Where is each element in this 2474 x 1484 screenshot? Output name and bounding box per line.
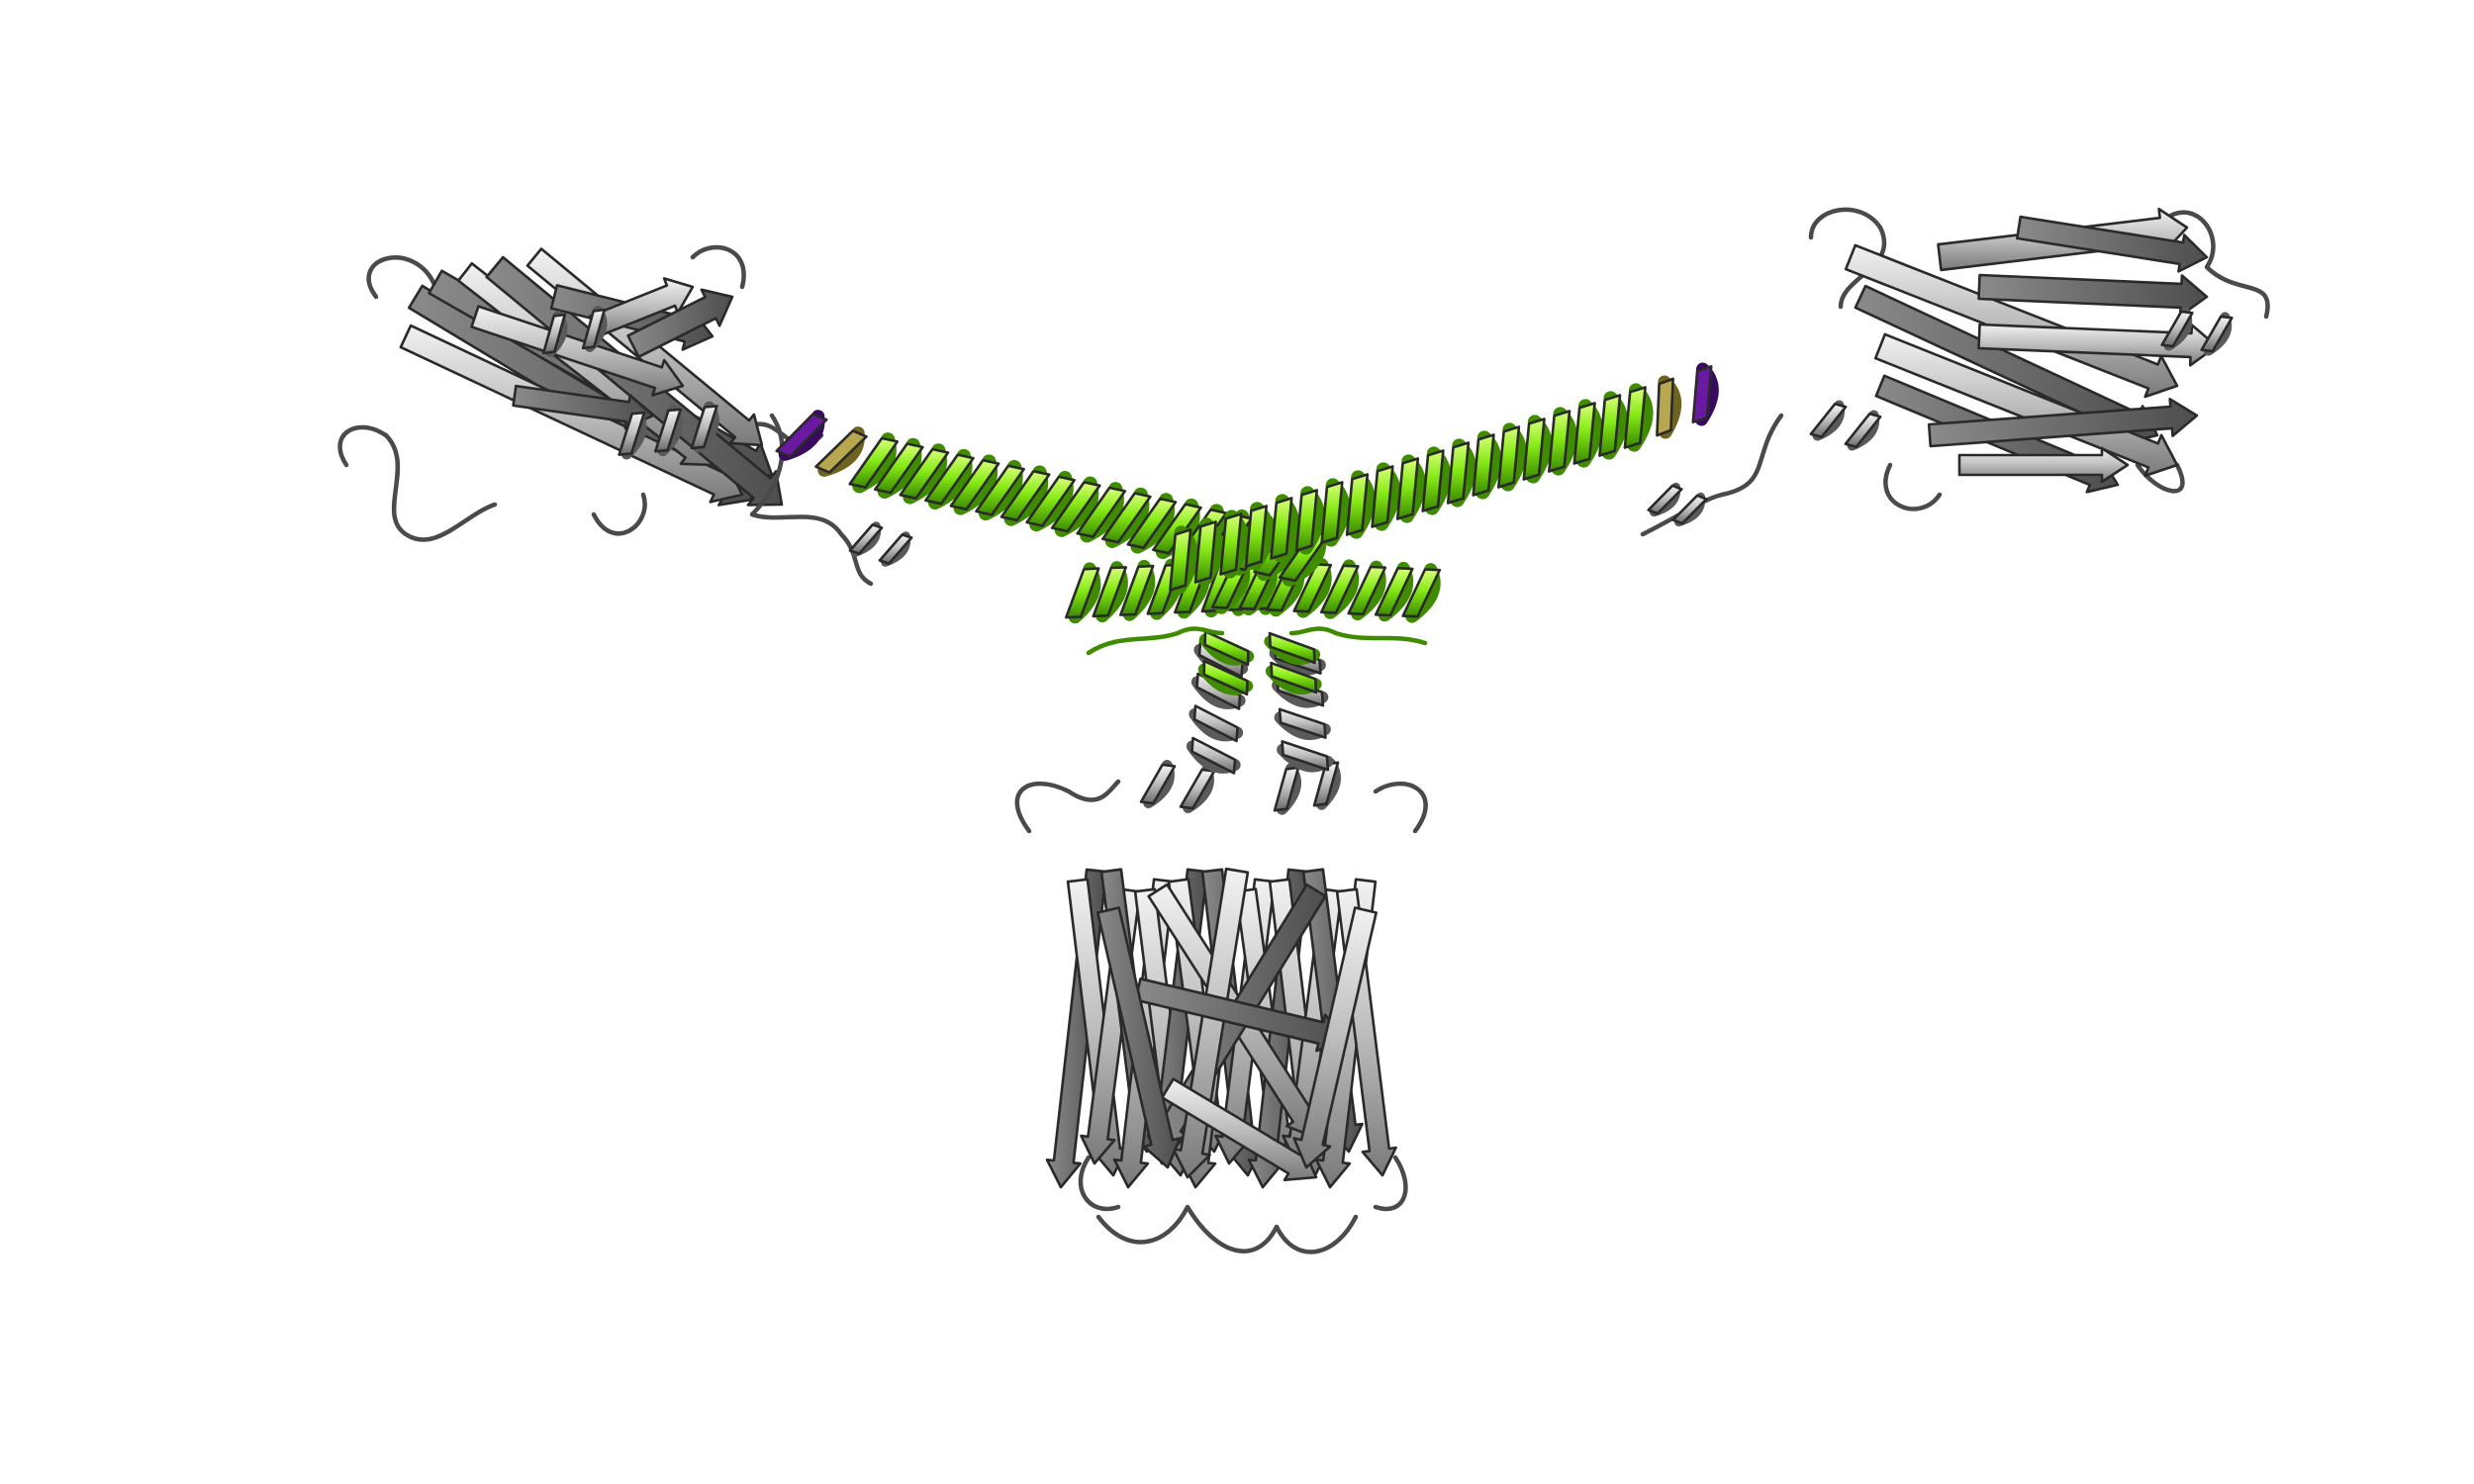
green-connector-helix-turn (1203, 629, 1250, 667)
long-helix-left-turn (1076, 486, 1127, 538)
grey-helix-turn (2160, 310, 2194, 348)
right-beta-barrel-domain (1640, 207, 2270, 537)
long-helix-right-turn (1320, 481, 1344, 544)
lower-helix-turn (1065, 567, 1100, 619)
grey-helix-turn (1671, 494, 1708, 525)
purple-terminus-turn (775, 413, 828, 458)
loop-coil (1373, 781, 1428, 834)
long-helix-left-turn (999, 470, 1051, 522)
long-helix-left-turn (848, 436, 900, 489)
long-helix-left-turn (1050, 481, 1101, 533)
lower-helix-turn (1092, 566, 1127, 618)
purple-terminus-turn (1691, 365, 1713, 423)
beta-strand (1844, 243, 2179, 399)
green-connector-helix-turn (1268, 631, 1316, 665)
long-helix-left-turn (899, 447, 950, 500)
long-helix-right-turn (1371, 465, 1394, 528)
long-helix-right-turn (1472, 433, 1495, 497)
long-helix-left-turn (1101, 492, 1152, 544)
grey-connector-helix-turn (1190, 736, 1237, 775)
beta-strand (2016, 215, 2209, 273)
beta-strand (1977, 323, 2219, 367)
beta-strand (512, 384, 655, 430)
grey-helix-turn (1647, 484, 1683, 515)
loop-coil (1373, 1155, 1408, 1212)
long-helix-right-turn (1294, 489, 1318, 552)
grey-connector-helix-turn (1278, 707, 1327, 739)
lower-helix-turn (1319, 564, 1360, 614)
lower-helix-turn (1374, 567, 1414, 617)
grey-helix-turn (1809, 402, 1848, 439)
long-helix-right-turn (1548, 410, 1571, 473)
grey-connector-helix-turn (1281, 740, 1330, 772)
lower-helix-turn (1347, 565, 1387, 615)
grey-helix-turn (618, 411, 646, 456)
green-connector-helix-turn (1202, 659, 1249, 696)
grey-helix-turn (1139, 763, 1177, 805)
short-connector-helices (1086, 626, 1428, 775)
long-helix-right-turn (1244, 505, 1268, 568)
loop-coil (1014, 779, 1121, 834)
long-helix-right-turn (1270, 497, 1293, 560)
long-helix-right-turn (1219, 512, 1243, 576)
long-helix-right-turn (1395, 457, 1420, 520)
loop-coil (1808, 207, 1887, 310)
long-helix-right-turn (1169, 528, 1192, 592)
loop-coil (1288, 626, 1428, 646)
lower-helix-turn (1119, 564, 1155, 616)
long-helix-right-turn (1345, 473, 1370, 536)
long-helix-left-turn (949, 458, 1000, 511)
loop-coil (2164, 210, 2270, 320)
grey-helix-turn (581, 308, 607, 350)
grey-helix-turn (654, 408, 682, 453)
loop-coil (690, 244, 746, 290)
loop-coil (1086, 626, 1225, 656)
grey-helix-turn (2200, 315, 2234, 353)
beta-strand (1873, 332, 2179, 478)
left-beta-barrel-domain (337, 244, 913, 587)
beta-strand (626, 288, 734, 359)
long-helix-right-turn (1497, 425, 1521, 489)
coiled-coil-helix-right (1169, 362, 1719, 595)
grey-helix-turn (878, 533, 913, 565)
beta-strand (1096, 906, 1182, 1169)
central-pore-barrel (1014, 758, 1428, 1254)
long-helix-left-turn (975, 464, 1025, 516)
long-helix-right-turn (1446, 441, 1471, 505)
loop-coil (1078, 1155, 1121, 1212)
olive-turn-turn (1656, 377, 1674, 437)
loop-coil (1095, 1204, 1359, 1254)
long-helix-right-turn (1572, 402, 1596, 465)
long-helix-left-turn (874, 442, 924, 495)
grey-helix-turn (690, 405, 718, 450)
loop-coil (591, 492, 647, 536)
lower-helix-turn (1401, 568, 1442, 618)
lower-helix-turn (1292, 563, 1333, 613)
beta-strand (1292, 906, 1378, 1169)
beta-strand (1977, 273, 2209, 318)
long-helix-right-turn (1421, 449, 1445, 512)
grey-helix-turn (1312, 761, 1340, 807)
green-connector-helix-turn (1270, 661, 1318, 695)
long-helix-right-turn (1522, 417, 1546, 481)
long-helix-left-turn (924, 453, 975, 506)
loop-coil (749, 413, 874, 587)
beta-strand (1927, 397, 2199, 448)
long-helix-right-turn (1623, 386, 1647, 449)
beta-strand (470, 305, 685, 397)
grey-connector-helix-turn (1192, 704, 1239, 743)
long-helix-right-turn (1598, 394, 1622, 457)
grey-helix-turn (848, 523, 884, 555)
long-helix-right-turn (1193, 520, 1217, 584)
loop-coil (1883, 462, 1943, 511)
grey-helix-turn (1844, 412, 1882, 449)
grey-helix-turn (541, 313, 567, 355)
loop-coil (337, 424, 498, 542)
beta-strand (1957, 446, 2130, 484)
long-helix-left-turn (1025, 475, 1076, 527)
long-helix-left-turn (1126, 497, 1178, 549)
olive-turn-turn (814, 429, 868, 474)
